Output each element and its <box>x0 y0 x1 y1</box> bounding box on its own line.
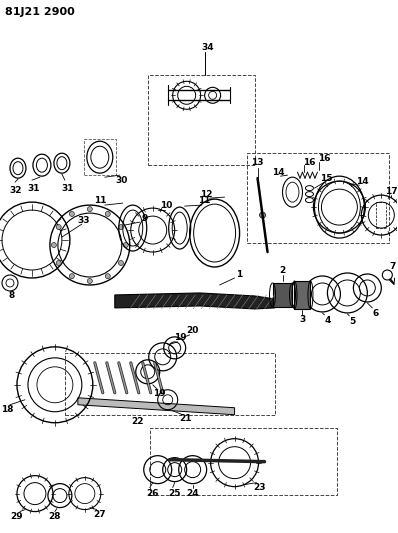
Text: 31: 31 <box>62 184 74 192</box>
Circle shape <box>119 224 123 230</box>
Circle shape <box>105 212 110 216</box>
Text: 22: 22 <box>131 417 144 426</box>
Text: 18: 18 <box>1 405 13 414</box>
Circle shape <box>51 243 57 247</box>
Text: 10: 10 <box>160 200 173 209</box>
Text: 34: 34 <box>201 43 214 52</box>
Text: 11: 11 <box>198 196 211 205</box>
Text: 4: 4 <box>324 317 331 326</box>
Text: 25: 25 <box>168 489 181 498</box>
Bar <box>148 75 255 165</box>
Text: 30: 30 <box>115 176 128 184</box>
Text: 1: 1 <box>236 270 243 279</box>
Text: 13: 13 <box>251 158 264 167</box>
Polygon shape <box>115 293 275 309</box>
Text: 24: 24 <box>186 489 199 498</box>
Circle shape <box>69 273 74 279</box>
Text: 17: 17 <box>385 187 398 196</box>
Text: 6: 6 <box>372 310 378 318</box>
Text: 29: 29 <box>11 512 23 521</box>
Text: 27: 27 <box>94 510 106 519</box>
Bar <box>273 283 293 307</box>
Text: 33: 33 <box>78 215 90 224</box>
Circle shape <box>69 212 74 216</box>
Text: 12: 12 <box>200 190 213 199</box>
Text: 14: 14 <box>272 168 285 176</box>
Text: 15: 15 <box>320 174 333 183</box>
Circle shape <box>105 273 110 279</box>
Text: 3: 3 <box>299 316 306 325</box>
Bar <box>65 353 275 415</box>
Text: 14: 14 <box>356 176 369 185</box>
Bar <box>377 202 386 228</box>
Text: 11: 11 <box>94 196 106 205</box>
Text: 20: 20 <box>187 326 199 335</box>
Circle shape <box>123 243 128 247</box>
Circle shape <box>259 212 265 218</box>
Text: 21: 21 <box>179 414 192 423</box>
Text: 81J21 2900: 81J21 2900 <box>5 7 75 18</box>
Bar <box>247 153 389 243</box>
Circle shape <box>87 207 92 212</box>
Text: 23: 23 <box>253 483 266 492</box>
Bar <box>84 139 116 175</box>
Text: 8: 8 <box>9 292 15 301</box>
Text: 2: 2 <box>279 266 286 276</box>
Text: 28: 28 <box>49 512 61 521</box>
Circle shape <box>119 261 123 265</box>
Text: 9: 9 <box>142 214 148 223</box>
Circle shape <box>87 278 92 284</box>
Text: 26: 26 <box>146 489 159 498</box>
Circle shape <box>56 224 61 230</box>
Text: 31: 31 <box>28 184 40 192</box>
Text: 16: 16 <box>318 154 331 163</box>
Polygon shape <box>78 398 234 415</box>
Bar <box>295 281 310 309</box>
Text: 19: 19 <box>153 389 166 398</box>
Text: 5: 5 <box>349 318 355 326</box>
Text: 19: 19 <box>174 333 187 342</box>
Text: 16: 16 <box>303 158 316 167</box>
Circle shape <box>56 261 61 265</box>
Bar <box>150 427 338 495</box>
Text: 7: 7 <box>389 262 396 271</box>
Text: 32: 32 <box>10 185 22 195</box>
